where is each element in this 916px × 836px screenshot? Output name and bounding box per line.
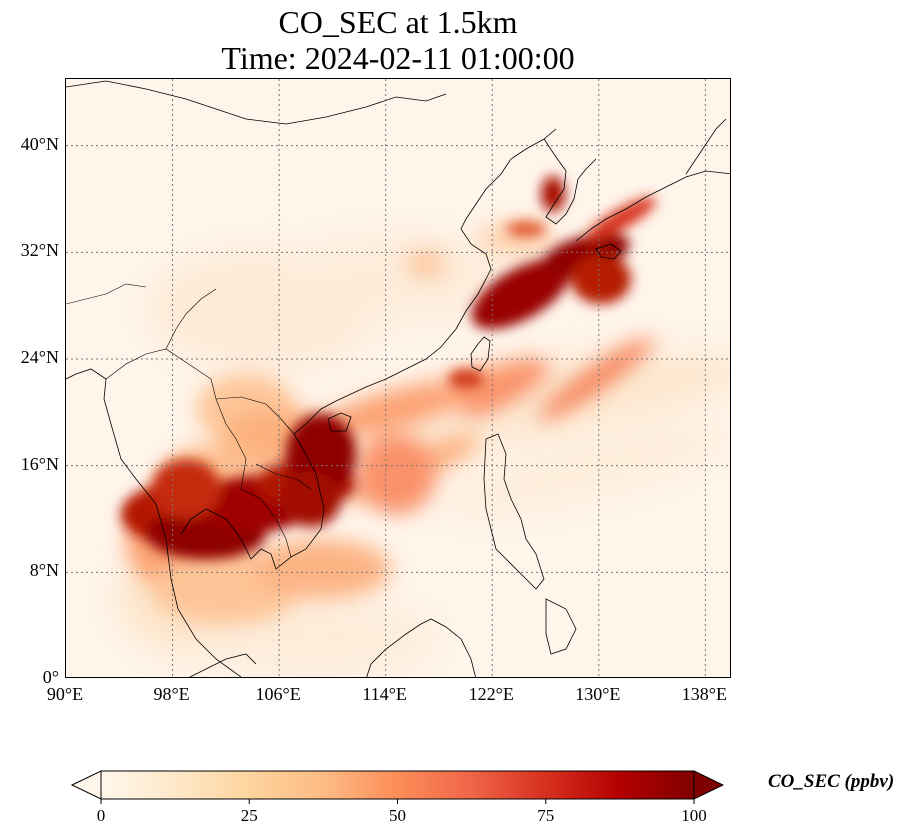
- concentration-high: [121, 176, 656, 559]
- coastlines: [66, 80, 730, 677]
- colorbar-tick-label: 75: [537, 806, 555, 825]
- map-canvas: [66, 79, 730, 677]
- lat-tick-label: 40°N: [20, 133, 59, 154]
- lon-tick-label: 138°E: [681, 684, 727, 704]
- chart-title-line-1: CO_SEC at 1.5km: [278, 4, 518, 40]
- map-panel: [65, 78, 731, 678]
- lon-tick-label: 106°E: [255, 684, 301, 704]
- colorbar-gradient: [100, 770, 695, 800]
- colorbar-tick-label: 25: [240, 806, 258, 825]
- lon-tick-label: 90°E: [46, 684, 84, 704]
- colorbar-tick-label: 0: [96, 806, 106, 825]
- lon-tick-label: 122°E: [468, 684, 514, 704]
- lat-tick-label: 16°N: [20, 453, 59, 474]
- lon-tick-label: 114°E: [362, 684, 407, 704]
- colorbar-tick-label: 50: [389, 806, 406, 825]
- colorbar-extend-high: [693, 770, 725, 800]
- lat-tick-label: 8°N: [29, 560, 59, 581]
- colorbar-extend-low: [70, 770, 102, 800]
- lon-tick-label: 98°E: [153, 684, 190, 704]
- colorbar-label: CO_SEC (ppbv): [768, 771, 895, 792]
- lat-tick-label: 24°N: [20, 347, 59, 367]
- lon-tick-label: 130°E: [575, 684, 621, 704]
- chart-title-line-2: Time: 2024-02-11 01:00:00: [221, 40, 575, 76]
- lat-tick-label: 0°: [42, 667, 59, 687]
- colorbar-tick-label: 100: [681, 806, 707, 825]
- lat-tick-label: 32°N: [20, 240, 59, 261]
